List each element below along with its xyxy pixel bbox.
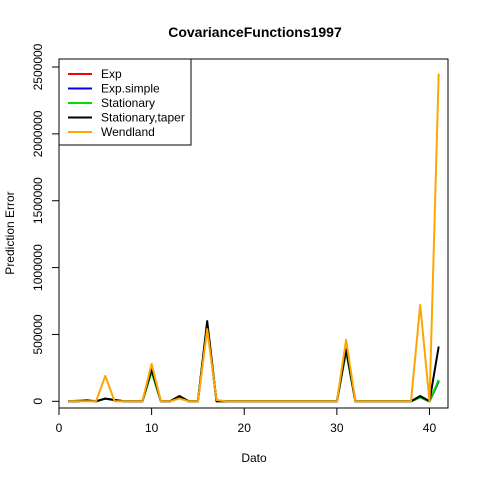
plot-area — [68, 73, 440, 403]
x-tick-label: 30 — [330, 421, 344, 435]
legend-entry: Exp.simple — [101, 82, 160, 96]
y-tick-label: 2500000 — [31, 43, 45, 90]
x-tick-label: 40 — [423, 421, 437, 435]
x-tick-label: 20 — [238, 421, 252, 435]
series-line-1 — [68, 322, 440, 403]
y-tick-label: 1500000 — [31, 177, 45, 224]
legend-entry: Wendland — [101, 125, 155, 139]
legend: ExpExp.simpleStationaryStationary,taperW… — [58, 58, 192, 146]
chart-title: CovarianceFunctions1997 — [168, 24, 342, 40]
x-tick-label: 0 — [56, 421, 63, 435]
x-tick-label: 10 — [145, 421, 159, 435]
series-line-3 — [68, 320, 440, 403]
series-line-0 — [68, 322, 440, 403]
legend-entry: Stationary — [101, 96, 155, 110]
x-axis: 0 10 20 30 40 — [56, 407, 437, 435]
y-tick-label: 500000 — [31, 314, 45, 354]
y-tick-label: 0 — [31, 398, 45, 405]
series-line-4 — [68, 73, 440, 403]
x-axis-label: Dato — [241, 451, 267, 465]
y-tick-label: 2000000 — [31, 110, 45, 157]
legend-entry: Exp — [101, 67, 122, 81]
y-axis-label: Prediction Error — [3, 191, 17, 274]
y-tick-label: 1000000 — [31, 244, 45, 291]
y-axis: 0 500000 1000000 1500000 2000000 2500000 — [31, 43, 60, 405]
series-line-2 — [68, 325, 440, 403]
legend-entry: Stationary,taper — [101, 111, 185, 125]
